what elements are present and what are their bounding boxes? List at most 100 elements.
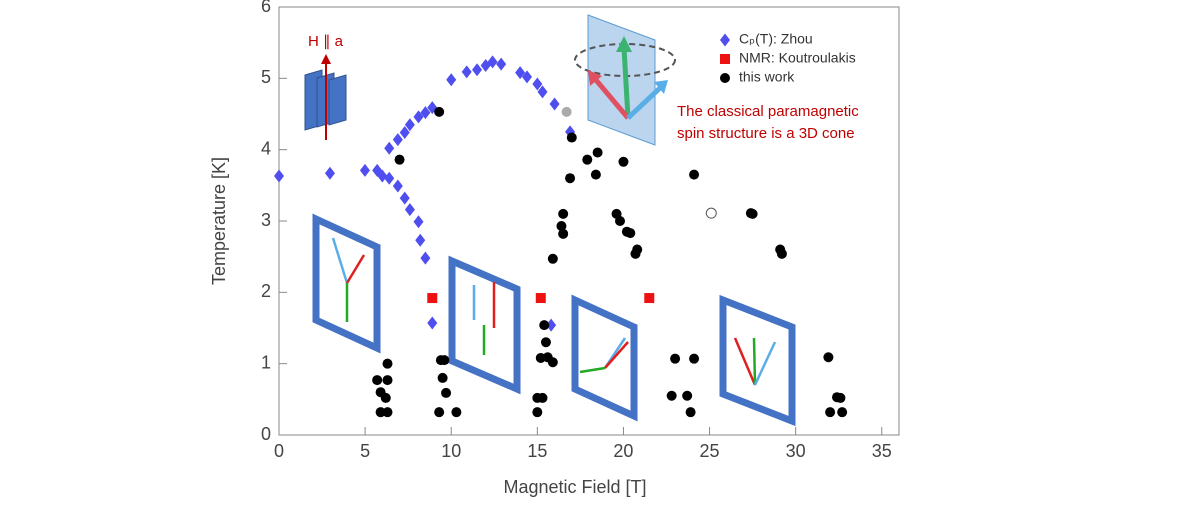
point	[532, 407, 543, 418]
y-axis-label: Temperature [K]	[209, 157, 229, 285]
point	[359, 163, 370, 177]
point	[522, 70, 532, 84]
point	[615, 216, 625, 226]
point	[377, 169, 388, 183]
legend-marker	[720, 73, 730, 83]
point	[590, 169, 601, 180]
point	[382, 358, 393, 369]
inset-arrows	[331, 237, 777, 386]
point	[384, 171, 395, 185]
point	[547, 357, 558, 368]
inset-spin	[312, 213, 796, 427]
point	[625, 228, 636, 239]
point	[472, 63, 483, 77]
point	[582, 154, 593, 165]
point	[413, 110, 424, 124]
point	[618, 156, 629, 167]
point	[274, 169, 284, 183]
point	[670, 353, 681, 364]
point	[747, 208, 758, 219]
point	[705, 207, 717, 219]
point	[324, 166, 335, 180]
point	[437, 372, 448, 383]
point	[441, 387, 452, 398]
x-tick-label: 15	[527, 441, 547, 461]
y-tick-label: 0	[261, 424, 271, 444]
point	[427, 316, 438, 330]
point	[399, 126, 410, 140]
x-tick-label: 20	[613, 441, 633, 461]
point	[399, 191, 410, 205]
y-tick-label: 4	[261, 138, 271, 158]
point	[547, 253, 558, 264]
point	[451, 407, 462, 418]
point	[392, 133, 403, 147]
point	[537, 392, 548, 403]
point	[535, 293, 546, 304]
point	[546, 318, 557, 332]
y-tick-label: 1	[261, 352, 271, 372]
y-tick-label: 2	[261, 281, 271, 301]
inset-cone	[574, 14, 676, 146]
legend-marker	[720, 54, 730, 64]
x-tick-label: 10	[441, 441, 461, 461]
x-tick-label: 30	[786, 441, 806, 461]
point	[537, 85, 548, 99]
x-axis-label: Magnetic Field [T]	[503, 477, 646, 497]
point	[382, 407, 393, 418]
point	[461, 65, 472, 79]
point	[434, 407, 445, 418]
point	[515, 66, 526, 80]
annotation: H ∥ a	[308, 33, 344, 50]
point	[392, 179, 403, 193]
inset-field	[304, 54, 347, 140]
point	[558, 208, 569, 219]
legend-label: this work	[739, 69, 795, 85]
point	[825, 407, 836, 418]
x-tick-label: 35	[872, 441, 892, 461]
point	[561, 106, 572, 117]
point	[496, 57, 507, 71]
point	[666, 390, 677, 401]
y-tick-label: 3	[261, 210, 271, 230]
point	[549, 97, 560, 111]
point	[434, 106, 445, 117]
x-tick-label: 5	[360, 441, 370, 461]
point	[558, 228, 569, 239]
point	[565, 173, 576, 184]
point	[644, 293, 655, 304]
point	[415, 233, 426, 247]
legend-label: NMR: Koutroulakis	[739, 50, 856, 66]
point	[375, 407, 386, 418]
point	[382, 375, 393, 386]
point	[837, 407, 848, 418]
legend-marker	[720, 33, 730, 47]
point	[540, 337, 551, 348]
point	[487, 55, 498, 69]
point	[835, 392, 846, 403]
point	[427, 293, 438, 304]
legend-label: Cₚ(T): Zhou	[739, 31, 813, 47]
point	[420, 251, 431, 265]
annotation: The classical paramagnetic	[677, 103, 859, 120]
point	[823, 352, 834, 363]
x-tick-label: 0	[274, 441, 284, 461]
point	[776, 248, 787, 259]
point	[384, 141, 395, 155]
point	[380, 392, 391, 403]
point	[404, 203, 415, 217]
point	[630, 248, 641, 259]
y-tick-label: 6	[261, 0, 271, 16]
point	[446, 73, 457, 87]
x-tick-label: 25	[700, 441, 720, 461]
y-tick-label: 5	[261, 67, 271, 87]
point	[592, 147, 603, 158]
annotation: spin structure is a 3D cone	[677, 125, 855, 142]
point	[685, 407, 696, 418]
point	[539, 320, 550, 331]
point	[413, 215, 424, 229]
point	[532, 77, 543, 91]
point	[420, 106, 431, 120]
point	[689, 169, 700, 180]
